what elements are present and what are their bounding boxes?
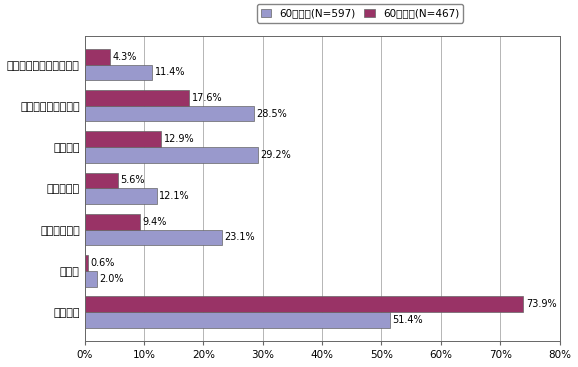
Text: 28.5%: 28.5% [256,109,287,119]
Bar [85,49,110,65]
Text: 23.1%: 23.1% [224,232,255,243]
Text: 5.6%: 5.6% [120,175,145,185]
Bar [85,255,88,271]
Bar [85,106,254,121]
Bar [85,312,390,328]
Bar [85,297,523,312]
Text: 73.9%: 73.9% [526,299,557,309]
Bar [85,230,222,245]
Bar [85,271,97,287]
Bar [85,214,140,230]
Bar [85,188,157,204]
Text: 12.1%: 12.1% [159,191,190,201]
Text: 12.9%: 12.9% [164,134,194,144]
Text: 4.3%: 4.3% [113,52,137,62]
Bar [85,172,118,188]
Text: 17.6%: 17.6% [191,93,222,103]
Text: 51.4%: 51.4% [392,315,423,325]
Text: 0.6%: 0.6% [91,258,115,268]
Bar [85,65,153,80]
Legend: 60歳以上(N=597), 60歳未満(N=467): 60歳以上(N=597), 60歳未満(N=467) [257,4,464,22]
Bar [85,90,189,106]
Text: 29.2%: 29.2% [260,150,291,160]
Text: 9.4%: 9.4% [143,217,167,227]
Text: 2.0%: 2.0% [99,274,124,284]
Text: 11.4%: 11.4% [155,68,185,77]
Bar [85,131,161,147]
Bar [85,147,258,163]
